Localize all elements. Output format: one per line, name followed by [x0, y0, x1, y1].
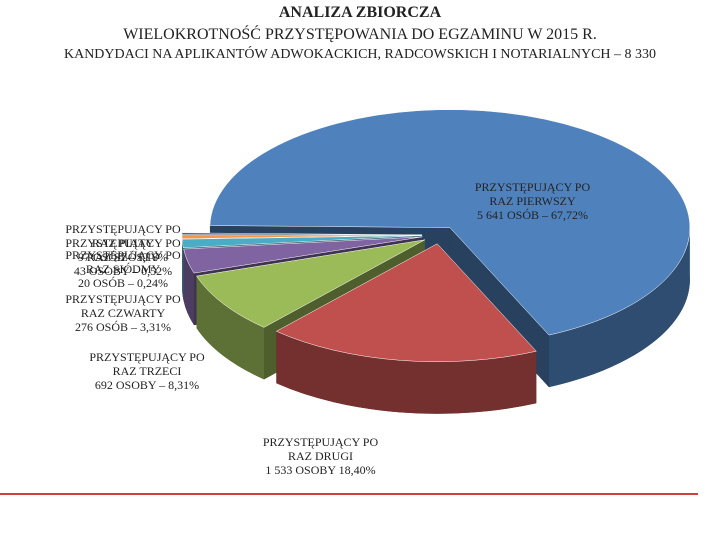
- chart-subtitle: WIELOKROTNOŚĆ PRZYSTĘPOWANIA DO EGZAMINU…: [123, 26, 597, 43]
- slice-side: [182, 239, 184, 300]
- slice: [181, 234, 423, 239]
- slice: [209, 109, 691, 336]
- slice-side: [183, 249, 194, 326]
- slice-value-label: 1 533 OSOBY 18,40%: [265, 463, 376, 477]
- slice-value-label: 97 OSÓB – 1,16%: [77, 250, 168, 264]
- slice-category: PRZYSTĘPUJĄCY PO RAZ SZÓSTY: [65, 236, 181, 264]
- slice: [183, 236, 423, 274]
- slice-category: PRZYSTĘPUJĄCY PO RAZ PIERWSZY: [474, 180, 591, 208]
- slice-side: [548, 227, 690, 388]
- slice: [196, 239, 426, 328]
- slice-value-label: 5 641 OSÓB – 67,72%: [476, 208, 588, 222]
- slice-category: PRZYSTĘPUJĄCY PO RAZ CZWARTY: [65, 292, 181, 320]
- slice-value-label: 43 OSOBY – 0,52%: [73, 264, 173, 278]
- slice-value-label: 20 OSÓB – 0,24%: [77, 276, 168, 290]
- slice-category: PRZYSTĘPUJĄCY PO RAZ SIÓDMY: [65, 248, 181, 276]
- slice-category: PRZYSTĘPUJĄCY PO RAZ TRZECI: [89, 350, 205, 378]
- chart-title: ANALIZA ZBIORCZA: [278, 4, 442, 21]
- slice-value-label: 276 OSÓB – 3,31%: [74, 320, 171, 334]
- chart-caption: KANDYDACI NA APLIKANTÓW ADWOKACKICH, RAD…: [63, 47, 657, 62]
- slice-value-label: 692 OSOBY – 8,31%: [94, 378, 200, 392]
- slice: [275, 243, 537, 362]
- slice-side: [196, 276, 265, 380]
- slice-category: PRZYSTĘPUJĄCY PO RAZ DRUGI: [262, 435, 379, 463]
- slice: [181, 235, 423, 249]
- slice-category: PRZYSTĘPUJĄCY PO RAZ PIĄTY: [65, 222, 181, 250]
